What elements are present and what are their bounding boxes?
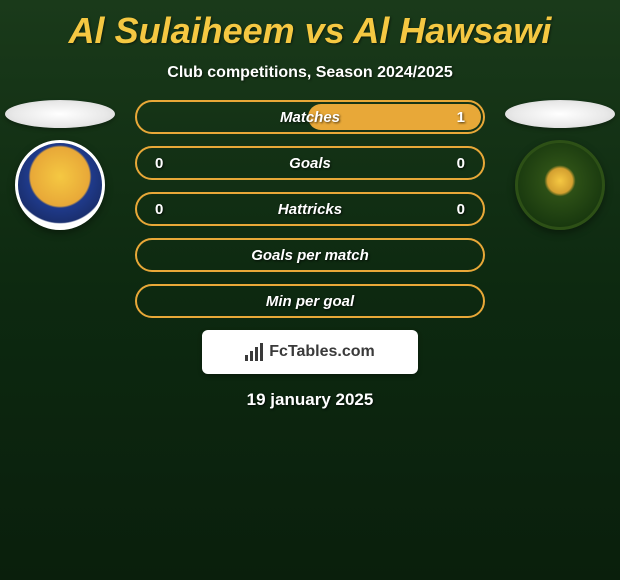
stat-right-value: 0	[445, 201, 465, 218]
watermark-box[interactable]: FcTables.com	[202, 330, 418, 374]
stat-left-value: 0	[155, 155, 175, 172]
stats-table: Matches 1 0 Goals 0 0 Hattricks 0 Goals …	[135, 100, 485, 318]
player-left-column	[0, 100, 120, 230]
player-right-column	[500, 100, 620, 230]
content-area: Matches 1 0 Goals 0 0 Hattricks 0 Goals …	[0, 100, 620, 410]
stat-right-value: 0	[445, 155, 465, 172]
watermark-text: FcTables.com	[269, 343, 375, 361]
stat-left-value: 0	[155, 201, 175, 218]
chart-icon	[245, 343, 263, 361]
stat-label: Goals	[289, 155, 331, 172]
page-title: Al Sulaiheem vs Al Hawsawi	[0, 0, 620, 52]
stat-right-value: 1	[445, 109, 465, 126]
stat-label: Matches	[280, 109, 340, 126]
stat-row-hattricks: 0 Hattricks 0	[135, 192, 485, 226]
club-badge-right	[515, 140, 605, 230]
stat-row-matches: Matches 1	[135, 100, 485, 134]
stat-row-goals: 0 Goals 0	[135, 146, 485, 180]
player-right-placeholder	[505, 100, 615, 128]
stat-label: Goals per match	[251, 247, 369, 264]
stat-label: Hattricks	[278, 201, 342, 218]
stat-row-goals-per-match: Goals per match	[135, 238, 485, 272]
player-left-placeholder	[5, 100, 115, 128]
date-text: 19 january 2025	[0, 390, 620, 410]
stat-row-min-per-goal: Min per goal	[135, 284, 485, 318]
club-badge-left	[15, 140, 105, 230]
subtitle: Club competitions, Season 2024/2025	[0, 64, 620, 82]
stat-label: Min per goal	[266, 293, 354, 310]
